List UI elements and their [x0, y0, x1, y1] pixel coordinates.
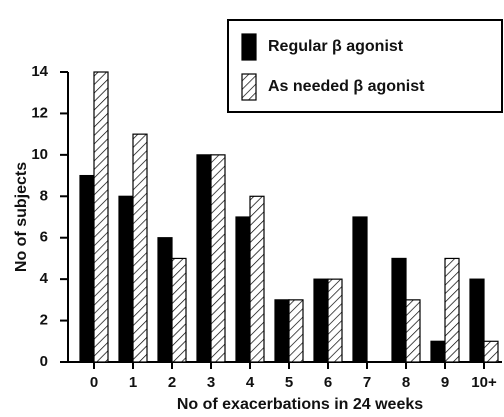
legend-label: Regular β agonist — [268, 38, 404, 55]
bar — [405, 299, 421, 363]
bar — [274, 299, 290, 363]
x-tick-label: 2 — [168, 374, 176, 391]
bar — [469, 278, 485, 363]
x-tick-label: 6 — [324, 374, 332, 391]
legend-box — [227, 19, 503, 113]
y-axis-label: No of subjects — [13, 162, 30, 272]
bar — [313, 278, 329, 363]
bar — [171, 257, 187, 363]
x-tick-label: 3 — [207, 374, 215, 391]
bar — [444, 257, 460, 363]
y-tick-label: 12 — [31, 104, 48, 121]
bar — [288, 299, 304, 363]
legend-swatch — [241, 33, 257, 61]
bar — [132, 133, 148, 363]
bar — [391, 257, 407, 363]
bar — [352, 216, 368, 363]
legend-swatch — [241, 73, 257, 101]
y-tick-label: 6 — [40, 229, 48, 246]
y-tick-label: 4 — [40, 270, 49, 287]
y-tick-label: 8 — [40, 187, 48, 204]
legend-label: As needed β agonist — [268, 78, 425, 95]
x-tick-label: 1 — [129, 374, 137, 391]
x-tick-label: 5 — [285, 374, 293, 391]
x-tick-label: 7 — [363, 374, 371, 391]
bar — [196, 154, 212, 363]
bar — [327, 278, 343, 363]
x-tick-label: 8 — [402, 374, 410, 391]
bar — [235, 216, 251, 363]
x-tick-label: 4 — [246, 374, 255, 391]
x-tick-label: 10+ — [471, 374, 497, 391]
bar — [430, 340, 446, 363]
bar — [249, 195, 265, 363]
y-tick-label: 10 — [31, 146, 48, 163]
bar — [118, 195, 134, 363]
y-tick-label: 0 — [40, 353, 48, 370]
bar — [93, 71, 109, 363]
bar — [483, 340, 499, 363]
bar — [79, 174, 95, 363]
y-tick-label: 14 — [31, 63, 48, 80]
x-tick-label: 0 — [90, 374, 98, 391]
y-tick-label: 2 — [40, 312, 48, 329]
bar — [210, 154, 226, 363]
x-axis-label: No of exacerbations in 24 weeks — [177, 396, 423, 413]
x-tick-label: 9 — [441, 374, 449, 391]
bar — [157, 237, 173, 363]
